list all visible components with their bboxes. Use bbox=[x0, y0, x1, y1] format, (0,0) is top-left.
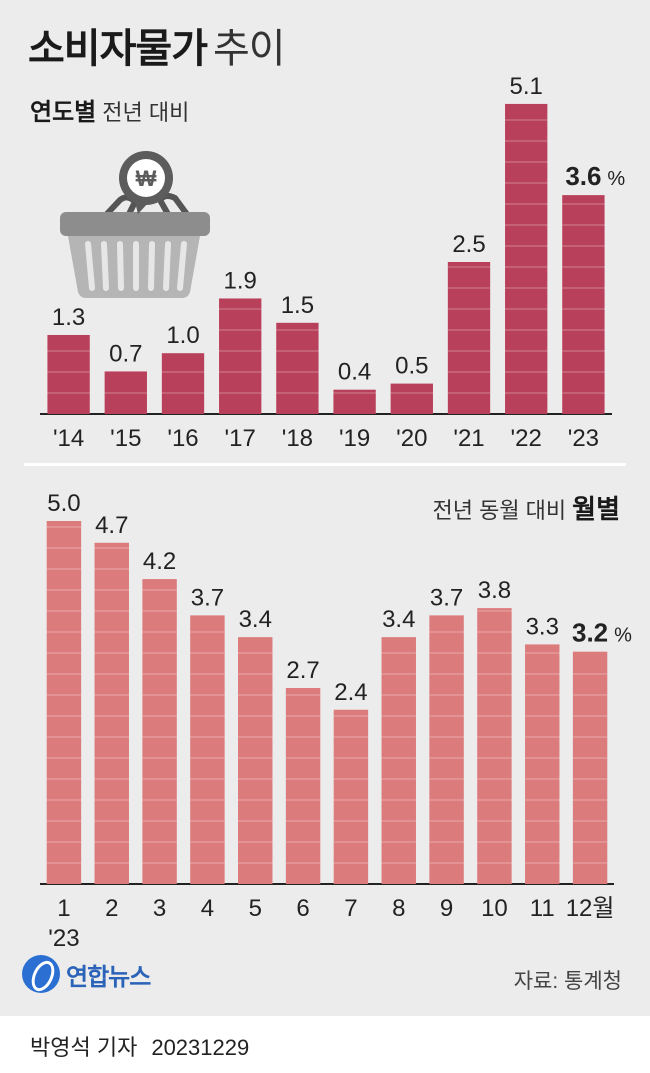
bar bbox=[285, 687, 321, 884]
bar bbox=[94, 542, 129, 884]
bar bbox=[276, 322, 319, 414]
x-tick-label: 3 bbox=[153, 895, 166, 922]
data-label: 0.5 bbox=[395, 353, 428, 380]
data-label: 3.8 bbox=[478, 577, 511, 604]
bar bbox=[429, 615, 464, 884]
bar bbox=[447, 262, 491, 414]
data-label: 2.5 bbox=[452, 231, 485, 258]
data-label: 3.7 bbox=[191, 584, 224, 611]
infographic-card: 소비자물가 추이 연도별 전년 대비 bbox=[0, 0, 650, 1016]
reporter-name: 박영석 기자 bbox=[30, 1035, 138, 1060]
year-label: '23 bbox=[48, 925, 79, 952]
bar bbox=[161, 353, 205, 414]
title-suffix: 추이 bbox=[213, 27, 286, 71]
bar bbox=[562, 195, 605, 414]
monthly-subtitle-light: 전년 동월 대비 bbox=[432, 498, 567, 523]
data-label: 3.3 bbox=[526, 613, 559, 640]
annual-subtitle-light: 전년 대비 bbox=[102, 100, 190, 125]
bar bbox=[477, 608, 512, 884]
monthly-bar-chart: 5.0 1 '23 4.7 2 4.2 3 3.7 4 3.4 5 2.7 6 2.4 7 3.4 8 3.7 9 3… bbox=[40, 490, 632, 952]
bar bbox=[572, 651, 608, 884]
data-label: 5.1 bbox=[510, 73, 543, 100]
bar bbox=[46, 521, 82, 884]
svg-text:₩: ₩ bbox=[136, 166, 157, 191]
title-main: 소비자물가 bbox=[28, 27, 208, 71]
bar bbox=[333, 389, 376, 414]
section-divider bbox=[24, 463, 626, 466]
x-tick-label: '17 bbox=[225, 425, 256, 452]
data-label: 1.9 bbox=[224, 267, 257, 294]
bar bbox=[333, 709, 369, 884]
x-tick-label: 2 bbox=[105, 895, 118, 922]
data-label: 3.2 bbox=[572, 618, 608, 648]
source-note: 자료: 통계청 bbox=[513, 970, 622, 993]
bar bbox=[219, 298, 262, 414]
x-tick-label: '22 bbox=[511, 425, 542, 452]
annual-subtitle-bold: 연도별 bbox=[30, 99, 97, 126]
x-tick-label: 9 bbox=[440, 895, 453, 922]
annual-bar-chart: 1.3 '14 0.7 '15 1.0 '16 1.9 '17 1.5 '18 0.4 '19 0.5 '… bbox=[40, 73, 625, 452]
x-tick-label: 7 bbox=[344, 895, 357, 922]
page-title: 소비자물가 추이 bbox=[28, 16, 286, 74]
yonhap-logo-icon bbox=[22, 955, 60, 993]
bar bbox=[381, 637, 416, 884]
x-tick-label: 5 bbox=[249, 895, 262, 922]
x-tick-label: '20 bbox=[396, 425, 427, 452]
data-label: 3.4 bbox=[382, 606, 415, 633]
bar bbox=[505, 103, 548, 415]
bar bbox=[142, 579, 177, 884]
illustration: ₩ bbox=[60, 151, 210, 298]
data-label: 3.7 bbox=[430, 584, 463, 611]
data-label: 2.7 bbox=[286, 657, 319, 684]
x-tick-label: 10 bbox=[481, 895, 508, 922]
x-tick-label: 11 bbox=[530, 895, 555, 922]
data-label: 0.4 bbox=[338, 359, 371, 386]
x-tick-label: '15 bbox=[110, 425, 141, 452]
monthly-subtitle: 전년 동월 대비 월별 bbox=[432, 489, 620, 526]
x-tick-label: '14 bbox=[53, 425, 84, 452]
data-label: 1.5 bbox=[281, 292, 314, 319]
data-label-unit: % bbox=[607, 168, 625, 190]
x-tick-label: '18 bbox=[282, 425, 313, 452]
data-label: 0.7 bbox=[109, 340, 142, 367]
x-tick-label: '16 bbox=[167, 425, 198, 452]
data-label: 3.6 bbox=[565, 161, 601, 191]
bar bbox=[525, 644, 560, 884]
x-tick-label: 4 bbox=[201, 895, 214, 922]
publish-date: 20231229 bbox=[151, 1035, 250, 1060]
x-tick-label: 12월 bbox=[566, 895, 615, 922]
data-label: 1.0 bbox=[166, 322, 199, 349]
x-tick-label: '19 bbox=[339, 425, 370, 452]
bar bbox=[47, 334, 90, 414]
data-label: 4.2 bbox=[143, 548, 176, 575]
yonhap-logo: 연합뉴스 bbox=[22, 955, 151, 993]
data-label: 3.4 bbox=[239, 606, 272, 633]
won-sign-icon: ₩ bbox=[119, 151, 173, 214]
data-label: 4.7 bbox=[95, 512, 128, 539]
bar bbox=[238, 637, 273, 884]
data-label: 2.4 bbox=[334, 679, 367, 706]
bar bbox=[390, 383, 433, 414]
bar bbox=[190, 615, 225, 884]
logo-text: 연합뉴스 bbox=[66, 963, 151, 991]
data-label-unit: % bbox=[614, 625, 632, 647]
data-label: 1.3 bbox=[52, 304, 85, 331]
data-label: 5.0 bbox=[47, 490, 80, 517]
x-tick-label: 1 bbox=[57, 895, 70, 922]
x-tick-label: 6 bbox=[296, 895, 309, 922]
annual-subtitle: 연도별 전년 대비 bbox=[30, 92, 189, 127]
bar bbox=[104, 371, 147, 414]
x-tick-label: 8 bbox=[392, 895, 405, 922]
byline: 박영석 기자 20231229 bbox=[30, 1030, 249, 1062]
monthly-subtitle-bold: 월별 bbox=[572, 494, 620, 524]
x-tick-label: '23 bbox=[568, 425, 599, 452]
x-tick-label: '21 bbox=[453, 425, 484, 452]
